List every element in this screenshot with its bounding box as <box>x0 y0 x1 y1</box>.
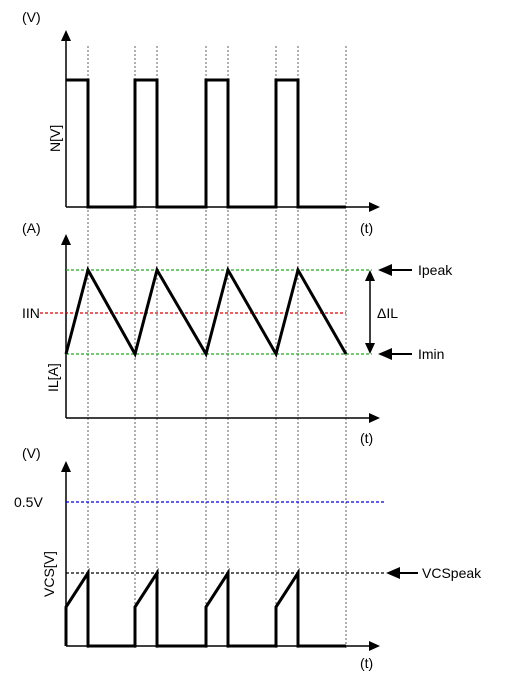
top-x-arrow-icon <box>369 202 380 212</box>
delta-il-arrow-up-icon <box>365 270 375 281</box>
bot-y-unit: (V) <box>22 445 41 461</box>
top-x-unit: (t) <box>360 220 373 236</box>
top-panel: (V) N[V] (t) <box>22 9 380 236</box>
vcspeak-label: VCSpeak <box>422 565 482 581</box>
bot-y-label: VCS[V] <box>41 551 57 597</box>
top-y-label: N[V] <box>47 125 63 152</box>
bot-x-arrow-icon <box>369 641 380 651</box>
timing-guides <box>87 46 347 648</box>
iin-label: IIN <box>22 305 40 321</box>
top-y-unit: (V) <box>22 9 41 25</box>
bottom-panel: (V) VCS[V] (t) 0.5V VCSpeak <box>14 445 482 671</box>
vcspeak-pointer-icon <box>386 567 400 579</box>
ref-05v-label: 0.5V <box>14 494 43 510</box>
mid-y-arrow-icon <box>61 234 71 245</box>
mid-y-unit: (A) <box>22 220 41 236</box>
top-y-arrow-icon <box>61 30 71 41</box>
mid-y-label: IL[A] <box>45 363 61 392</box>
ipeak-label: Ipeak <box>418 262 453 278</box>
middle-panel: (A) IL[A] (t) IIN ΔIL Ipeak Imin <box>22 220 453 446</box>
n-pulse-waveform <box>66 78 346 209</box>
delta-il-label: ΔIL <box>377 305 398 321</box>
mid-x-arrow-icon <box>369 413 380 423</box>
ipeak-pointer-icon <box>378 264 392 276</box>
mid-x-unit: (t) <box>360 430 373 446</box>
imin-label: Imin <box>418 346 444 362</box>
bot-y-arrow-icon <box>61 461 71 472</box>
imin-pointer-icon <box>378 348 392 360</box>
bot-x-unit: (t) <box>360 655 373 671</box>
vcs-waveform <box>64 567 346 648</box>
il-sawtooth-waveform <box>64 266 348 358</box>
delta-il-arrow-down-icon <box>365 343 375 354</box>
